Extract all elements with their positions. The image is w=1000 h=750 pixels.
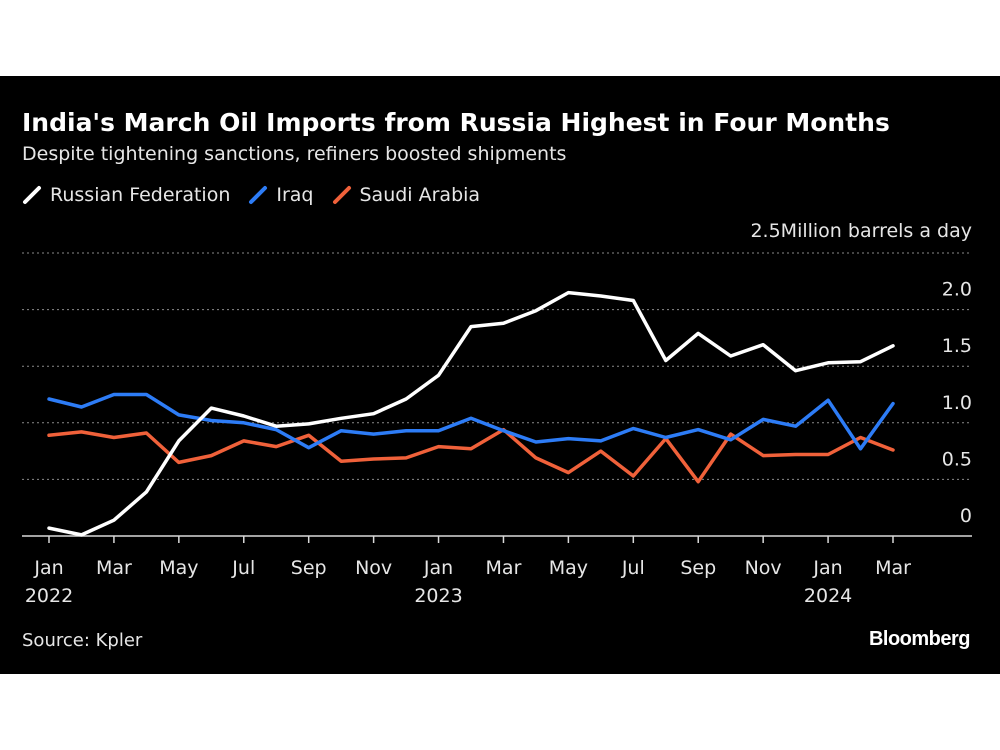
x-tick-label: Jan bbox=[423, 557, 453, 579]
series-line-saudi-arabia bbox=[47, 427, 895, 484]
legend-swatch-iraq bbox=[249, 186, 268, 204]
y-tick-labels: 0 0.5 1.0 1.5 2.0 bbox=[942, 279, 972, 527]
x-tick-label: Jan bbox=[812, 557, 842, 579]
chart-title: India's March Oil Imports from Russia Hi… bbox=[22, 108, 890, 137]
gridlines bbox=[22, 252, 972, 537]
chart-panel: India's March Oil Imports from Russia Hi… bbox=[0, 76, 1000, 674]
x-tick-label: May bbox=[549, 557, 588, 579]
x-tick-label: Mar bbox=[96, 557, 132, 579]
chart-legend: Russian Federation Iraq Saudi Arabia bbox=[22, 184, 498, 206]
chart-subtitle: Despite tightening sanctions, refiners b… bbox=[22, 143, 567, 165]
x-tick-label: Jul bbox=[231, 557, 255, 579]
x-tick-label: Mar bbox=[486, 557, 522, 579]
x-tick-year-label: 2023 bbox=[414, 585, 462, 607]
bloomberg-logo: Bloomberg bbox=[868, 628, 971, 650]
series-line-russian-federation bbox=[47, 290, 895, 537]
y-tick-label: 2.0 bbox=[942, 279, 972, 301]
legend-item-saudi-arabia: Saudi Arabia bbox=[332, 184, 481, 206]
legend-label-saudi-arabia: Saudi Arabia bbox=[359, 184, 481, 206]
y-tick-label: 1.0 bbox=[942, 392, 972, 414]
y-tick-label: 1.5 bbox=[942, 335, 972, 357]
legend-label-russian-federation: Russian Federation bbox=[50, 184, 231, 206]
x-tick-label: Nov bbox=[745, 557, 782, 579]
x-tick-label: Nov bbox=[355, 557, 392, 579]
x-tick-label: Sep bbox=[291, 557, 327, 579]
x-tick-label: Sep bbox=[680, 557, 716, 579]
x-tick-label: Jul bbox=[621, 557, 645, 579]
y-axis-unit: Million barrels a day bbox=[780, 220, 972, 242]
x-tick-label: May bbox=[159, 557, 198, 579]
legend-item-iraq: Iraq bbox=[248, 184, 314, 206]
x-tick-year-label: 2022 bbox=[25, 585, 73, 607]
line-chart: 0 0.5 1.0 1.5 2.0 Jan 2022 Mar May Jul Sep Nov Jan 2… bbox=[22, 252, 972, 607]
legend-label-iraq: Iraq bbox=[276, 184, 314, 206]
y-tick-label: 0.5 bbox=[942, 448, 972, 470]
x-tick-year-label: 2024 bbox=[804, 585, 852, 607]
y-axis-unit-label: 2.5Million barrels a day bbox=[750, 220, 972, 242]
source-note: Source: Kpler bbox=[22, 630, 143, 651]
series-lines bbox=[47, 290, 895, 537]
x-tick-label: Mar bbox=[875, 557, 911, 579]
series-line-iraq bbox=[47, 392, 895, 451]
x-tick-labels: Jan 2022 Mar May Jul Sep Nov Jan 2023 Mar May Jul Se… bbox=[25, 536, 911, 607]
legend-item-russian-federation: Russian Federation bbox=[22, 184, 230, 206]
y-tick-label: 0 bbox=[960, 505, 972, 527]
y-axis-top-tick: 2.5 bbox=[750, 220, 781, 242]
legend-swatch-russian-federation bbox=[23, 186, 41, 204]
x-tick-label: Jan bbox=[33, 557, 63, 579]
legend-swatch-saudi-arabia bbox=[332, 186, 351, 204]
